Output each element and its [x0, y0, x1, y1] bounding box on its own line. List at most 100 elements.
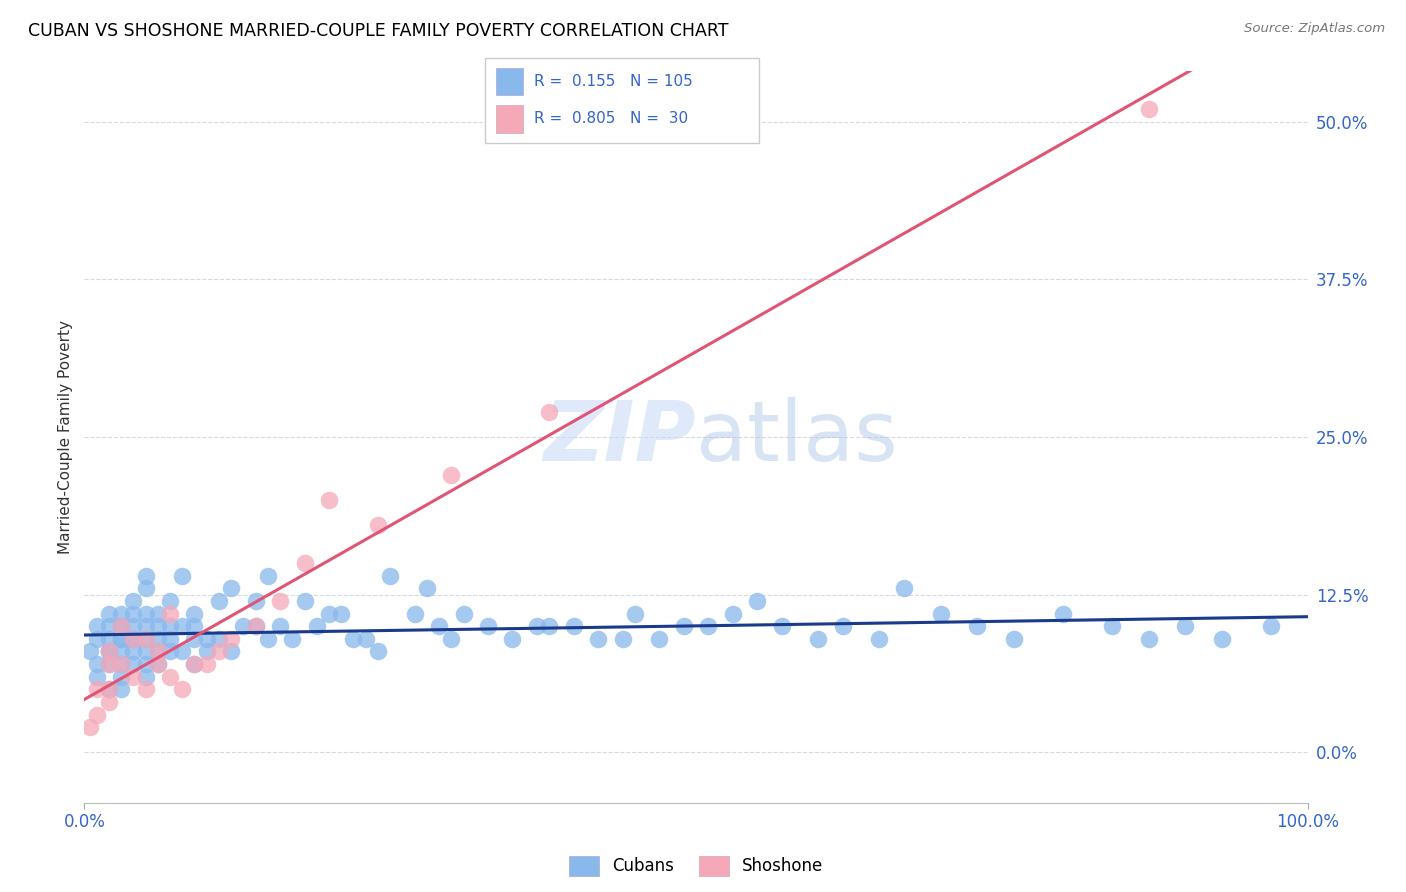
- Point: [672, 619, 695, 633]
- Point: [110, 657, 132, 671]
- Point: [330, 607, 353, 621]
- Point: [367, 644, 389, 658]
- Point: [97, 695, 120, 709]
- Point: [966, 619, 988, 633]
- Point: [97, 644, 120, 658]
- Point: [208, 644, 231, 658]
- Point: [869, 632, 891, 646]
- Point: [110, 657, 132, 671]
- Y-axis label: Married-Couple Family Poverty: Married-Couple Family Poverty: [58, 320, 73, 554]
- Point: [159, 619, 181, 633]
- Point: [1137, 632, 1160, 646]
- Point: [122, 632, 145, 646]
- Point: [538, 619, 561, 633]
- Point: [183, 607, 205, 621]
- Point: [232, 619, 254, 633]
- Point: [195, 657, 218, 671]
- Point: [86, 682, 108, 697]
- Point: [110, 619, 132, 633]
- Text: R =  0.805   N =  30: R = 0.805 N = 30: [534, 112, 689, 127]
- Point: [440, 632, 463, 646]
- Point: [526, 619, 548, 633]
- Point: [257, 569, 280, 583]
- Point: [747, 594, 769, 608]
- Point: [110, 619, 132, 633]
- Point: [208, 632, 231, 646]
- Point: [135, 607, 157, 621]
- Point: [146, 619, 169, 633]
- Point: [831, 619, 853, 633]
- Point: [183, 632, 205, 646]
- Point: [97, 632, 120, 646]
- Point: [624, 607, 647, 621]
- Point: [1211, 632, 1233, 646]
- Point: [79, 644, 101, 658]
- Point: [269, 619, 291, 633]
- Point: [219, 632, 242, 646]
- Point: [697, 619, 720, 633]
- Point: [122, 644, 145, 658]
- Point: [97, 682, 120, 697]
- Point: [929, 607, 952, 621]
- Point: [110, 682, 132, 697]
- Point: [122, 619, 145, 633]
- Point: [159, 632, 181, 646]
- Point: [245, 619, 267, 633]
- Point: [122, 607, 145, 621]
- Point: [86, 707, 108, 722]
- Point: [294, 594, 316, 608]
- Point: [612, 632, 634, 646]
- Point: [122, 632, 145, 646]
- FancyBboxPatch shape: [485, 58, 759, 143]
- Point: [1137, 102, 1160, 116]
- Point: [146, 607, 169, 621]
- Point: [110, 619, 132, 633]
- Point: [1174, 619, 1197, 633]
- Point: [257, 632, 280, 646]
- Point: [79, 720, 101, 734]
- Point: [172, 619, 194, 633]
- Point: [380, 569, 402, 583]
- Point: [477, 619, 499, 633]
- Point: [86, 632, 108, 646]
- Point: [146, 657, 169, 671]
- Point: [183, 619, 205, 633]
- Text: Source: ZipAtlas.com: Source: ZipAtlas.com: [1244, 22, 1385, 36]
- Point: [354, 632, 377, 646]
- Point: [1101, 619, 1123, 633]
- Point: [122, 670, 145, 684]
- Point: [146, 632, 169, 646]
- Point: [219, 582, 242, 596]
- Point: [502, 632, 524, 646]
- Point: [305, 619, 328, 633]
- Point: [427, 619, 450, 633]
- Point: [172, 569, 194, 583]
- Point: [97, 607, 120, 621]
- Point: [159, 607, 181, 621]
- Point: [86, 619, 108, 633]
- Point: [172, 644, 194, 658]
- Point: [135, 657, 157, 671]
- Point: [538, 405, 561, 419]
- Point: [122, 594, 145, 608]
- Legend: Cubans, Shoshone: Cubans, Shoshone: [562, 850, 830, 882]
- Point: [721, 607, 744, 621]
- Point: [195, 632, 218, 646]
- Point: [586, 632, 609, 646]
- Point: [367, 518, 389, 533]
- Point: [648, 632, 671, 646]
- Point: [893, 582, 915, 596]
- Point: [159, 594, 181, 608]
- Point: [122, 632, 145, 646]
- Point: [1052, 607, 1074, 621]
- Point: [135, 582, 157, 596]
- Point: [135, 644, 157, 658]
- Point: [245, 594, 267, 608]
- Point: [183, 657, 205, 671]
- Point: [110, 632, 132, 646]
- Point: [318, 607, 340, 621]
- Point: [807, 632, 830, 646]
- Point: [159, 670, 181, 684]
- Point: [146, 644, 169, 658]
- Point: [97, 657, 120, 671]
